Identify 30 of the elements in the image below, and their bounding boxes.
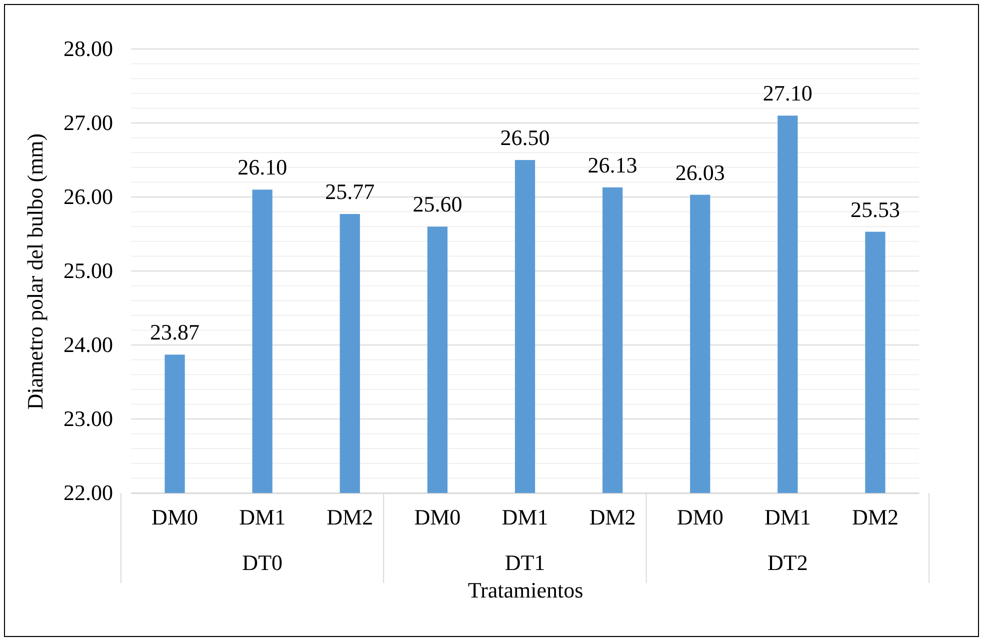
x-tick-label: DM1 xyxy=(502,504,548,530)
data-label: 25.77 xyxy=(325,179,375,204)
x-tick-label: DM0 xyxy=(152,504,198,530)
data-label: 25.53 xyxy=(850,196,900,222)
x-tick-label: DM2 xyxy=(852,504,898,530)
x-tick-label: DM1 xyxy=(239,504,286,530)
x-tick-label: DM0 xyxy=(414,504,461,530)
x-tick-label: DM0 xyxy=(676,504,724,530)
x-tick-label: DM1 xyxy=(764,504,811,530)
text: DT2 xyxy=(768,550,808,575)
data-label: 25.60 xyxy=(412,192,462,217)
y-tick-label: 22.00 xyxy=(64,480,113,505)
y-tick-label: 27.00 xyxy=(64,110,113,135)
data-label: 26.13 xyxy=(588,152,638,178)
x-axis-title: Tratamientos xyxy=(468,578,584,602)
text: DT0 xyxy=(242,550,282,575)
x-tick-label: DM2 xyxy=(589,504,636,530)
y-tick-label: 28.00 xyxy=(64,36,113,61)
data-label: 26.03 xyxy=(675,160,725,185)
text: DT1 xyxy=(504,550,546,575)
y-tick-label: 25.00 xyxy=(64,258,113,283)
y-tick-label: 24.00 xyxy=(64,332,113,357)
x-tick-label: DM2 xyxy=(326,504,374,530)
data-label: 26.50 xyxy=(500,125,550,150)
data-label: 27.10 xyxy=(762,80,812,106)
data-label: 23.87 xyxy=(150,320,200,345)
y-axis-title: Diametro polar del bulbo (mm) xyxy=(22,133,48,410)
y-tick-label: 26.00 xyxy=(64,184,113,209)
data-label: 26.10 xyxy=(238,154,288,180)
y-tick-label: 23.00 xyxy=(64,406,113,431)
